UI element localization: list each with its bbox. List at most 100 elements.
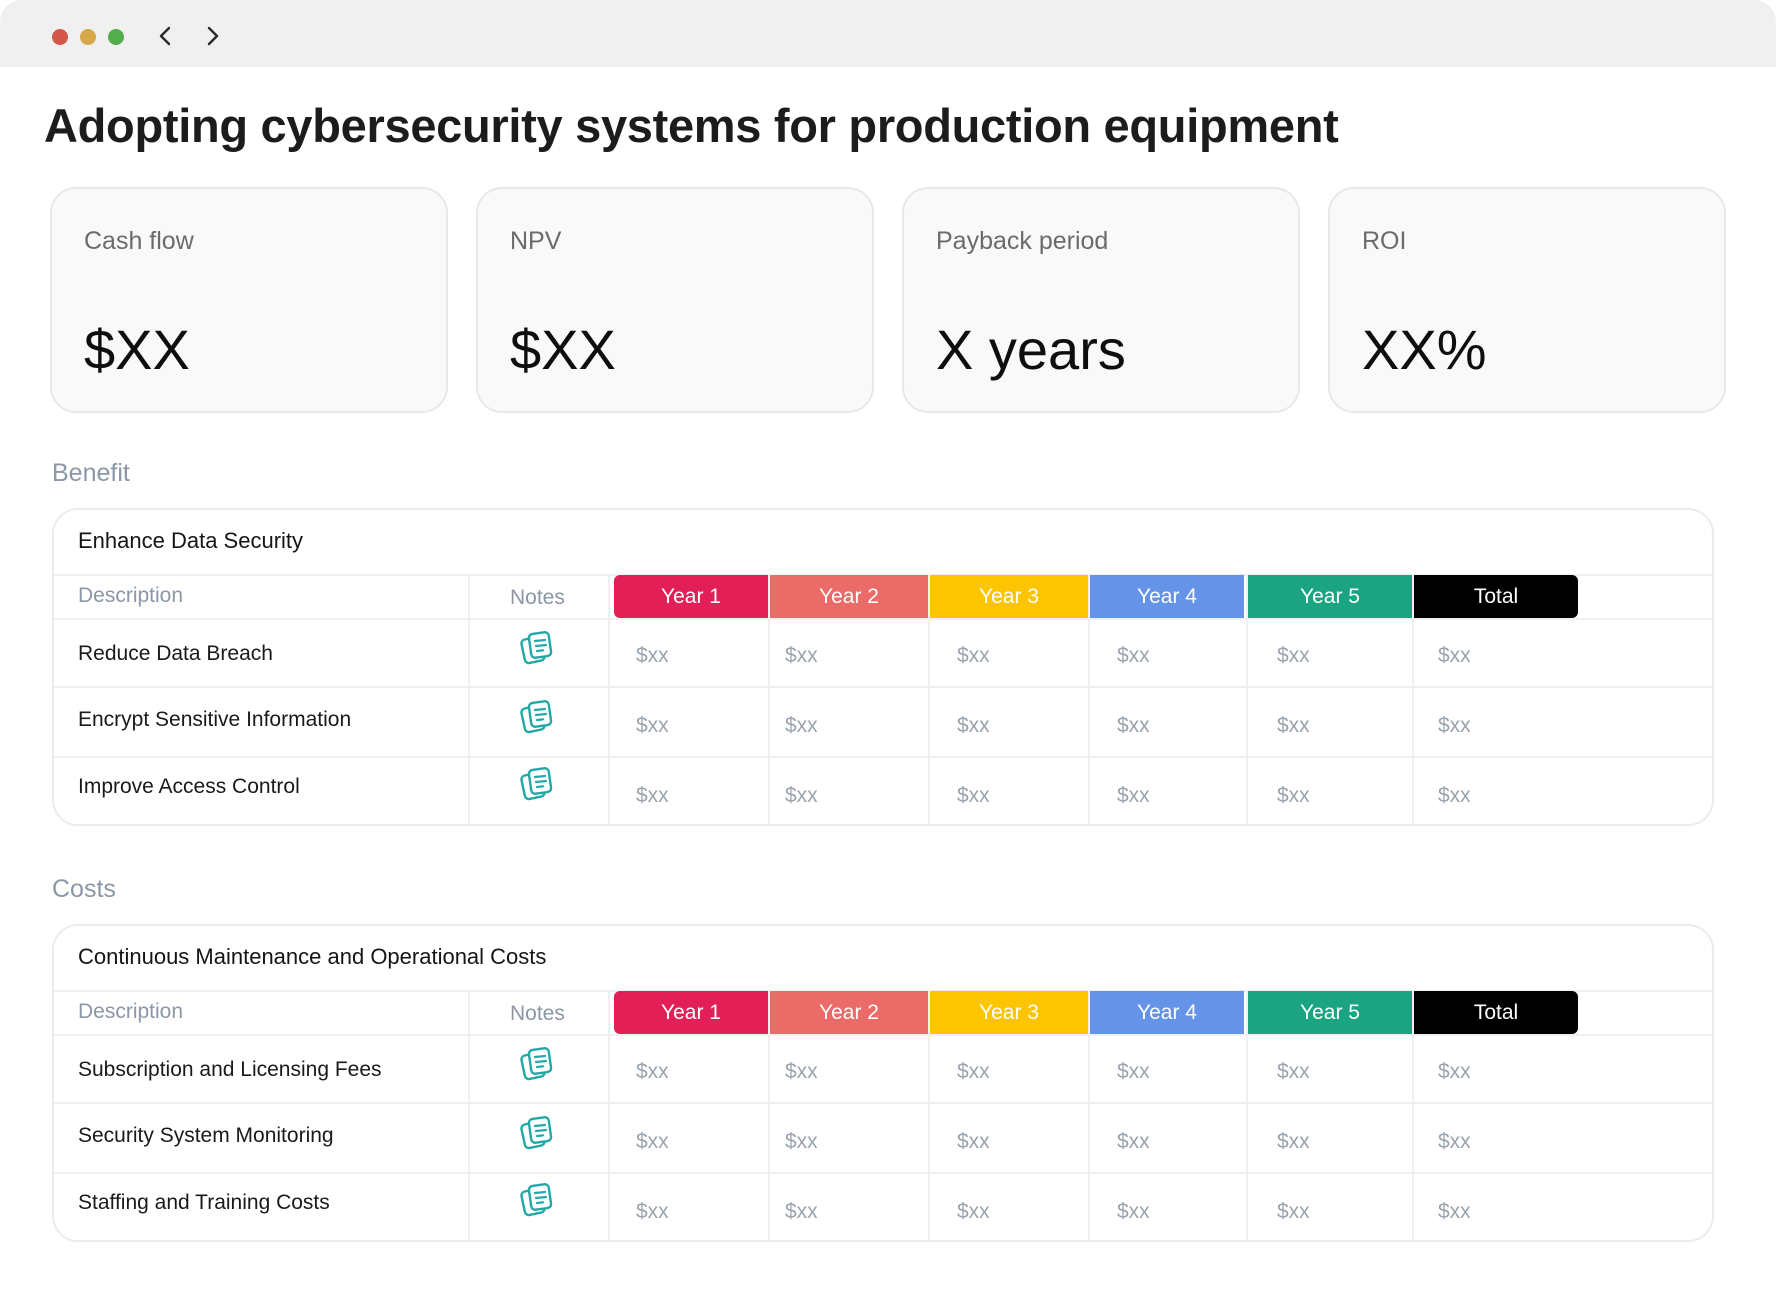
value-cell[interactable]: $xx	[1117, 714, 1150, 737]
kpi-card-payback-period: Payback period X years	[902, 187, 1300, 413]
column-header-year-2: Year 2	[770, 575, 928, 618]
benefit-table: Enhance Data Security Description Notes Yea…	[52, 508, 1714, 826]
row-description: Encrypt Sensitive Information	[78, 708, 352, 731]
value-cell[interactable]: $xx	[957, 1130, 990, 1153]
value-cell[interactable]: $xx	[957, 644, 990, 667]
value-cell[interactable]: $xx	[785, 644, 818, 667]
value-cell[interactable]: $xx	[1117, 784, 1150, 807]
minimize-window-button[interactable]	[80, 29, 96, 45]
column-header-year-1: Year 1	[614, 991, 768, 1034]
column-divider	[1412, 574, 1414, 824]
column-header-description: Description	[78, 584, 184, 607]
value-cell[interactable]: $xx	[1277, 714, 1310, 737]
value-cell[interactable]: $xx	[785, 784, 818, 807]
notes-icon[interactable]	[520, 766, 554, 802]
notes-icon[interactable]	[520, 699, 554, 735]
column-header-year-1: Year 1	[614, 575, 768, 618]
value-cell[interactable]: $xx	[1277, 784, 1310, 807]
kpi-card-roi: ROI XX%	[1328, 187, 1726, 413]
notes-icon[interactable]	[520, 1115, 554, 1151]
value-cell[interactable]: $xx	[1117, 1200, 1150, 1223]
value-cell[interactable]: $xx	[1117, 1130, 1150, 1153]
column-header-year-5: Year 5	[1248, 575, 1412, 618]
kpi-label: Payback period	[936, 227, 1109, 255]
value-cell[interactable]: $xx	[1117, 644, 1150, 667]
costs-table: Continuous Maintenance and Operational C…	[52, 924, 1714, 1242]
column-header-notes: Notes	[510, 1002, 565, 1025]
value-cell[interactable]: $xx	[1438, 1130, 1471, 1153]
column-header-year-3: Year 3	[930, 575, 1088, 618]
title-bar	[0, 0, 1776, 67]
value-cell[interactable]: $xx	[636, 714, 669, 737]
value-cell[interactable]: $xx	[1438, 714, 1471, 737]
column-divider	[608, 990, 610, 1240]
row-divider	[54, 1102, 1712, 1104]
value-cell[interactable]: $xx	[957, 714, 990, 737]
value-cell[interactable]: $xx	[1277, 1130, 1310, 1153]
kpi-value: XX%	[1362, 318, 1487, 381]
section-label-benefit: Benefit	[52, 459, 130, 487]
value-cell[interactable]: $xx	[1438, 1060, 1471, 1083]
row-description: Reduce Data Breach	[78, 642, 273, 665]
notes-icon[interactable]	[520, 1046, 554, 1082]
value-cell[interactable]: $xx	[1438, 1200, 1471, 1223]
value-cell[interactable]: $xx	[785, 1060, 818, 1083]
column-divider	[928, 990, 930, 1240]
table-title: Continuous Maintenance and Operational C…	[78, 944, 547, 969]
value-cell[interactable]: $xx	[785, 714, 818, 737]
notes-icon[interactable]	[520, 630, 554, 666]
value-cell[interactable]: $xx	[636, 1200, 669, 1223]
value-cell[interactable]: $xx	[957, 1200, 990, 1223]
row-divider	[54, 1172, 1712, 1174]
column-divider	[928, 574, 930, 824]
chevron-right-icon[interactable]	[194, 18, 230, 54]
column-header-year-5: Year 5	[1248, 991, 1412, 1034]
column-header-total: Total	[1414, 991, 1578, 1034]
row-description: Improve Access Control	[78, 775, 300, 798]
column-header-total: Total	[1414, 575, 1578, 618]
column-divider	[1412, 990, 1414, 1240]
value-cell[interactable]: $xx	[957, 784, 990, 807]
maximize-window-button[interactable]	[108, 29, 124, 45]
value-cell[interactable]: $xx	[636, 644, 669, 667]
value-cell[interactable]: $xx	[1277, 1060, 1310, 1083]
column-header-year-3: Year 3	[930, 991, 1088, 1034]
row-description: Subscription and Licensing Fees	[78, 1058, 382, 1081]
value-cell[interactable]: $xx	[1438, 644, 1471, 667]
row-divider	[54, 618, 1712, 620]
value-cell[interactable]: $xx	[1277, 644, 1310, 667]
column-divider	[1088, 574, 1090, 824]
value-cell[interactable]: $xx	[1277, 1200, 1310, 1223]
page-title: Adopting cybersecurity systems for produ…	[44, 99, 1339, 152]
value-cell[interactable]: $xx	[1438, 784, 1471, 807]
column-divider	[1246, 574, 1248, 824]
notes-icon[interactable]	[520, 1182, 554, 1218]
column-divider	[1088, 990, 1090, 1240]
value-cell[interactable]: $xx	[636, 784, 669, 807]
close-window-button[interactable]	[52, 29, 68, 45]
value-cell[interactable]: $xx	[636, 1130, 669, 1153]
column-divider	[1246, 990, 1248, 1240]
row-divider	[54, 1034, 1712, 1036]
value-cell[interactable]: $xx	[957, 1060, 990, 1083]
section-label-costs: Costs	[52, 875, 116, 903]
kpi-card-cash-flow: Cash flow $XX	[50, 187, 448, 413]
column-divider	[608, 574, 610, 824]
value-cell[interactable]: $xx	[1117, 1060, 1150, 1083]
value-cell[interactable]: $xx	[785, 1130, 818, 1153]
column-header-year-4: Year 4	[1090, 991, 1244, 1034]
row-divider	[54, 756, 1712, 758]
column-header-description: Description	[78, 1000, 184, 1023]
value-cell[interactable]: $xx	[785, 1200, 818, 1223]
kpi-label: NPV	[510, 227, 562, 255]
table-title: Enhance Data Security	[78, 528, 304, 553]
column-divider	[768, 574, 770, 824]
value-cell[interactable]: $xx	[636, 1060, 669, 1083]
column-header-notes: Notes	[510, 586, 565, 609]
chevron-left-icon[interactable]	[148, 18, 184, 54]
kpi-card-npv: NPV $XX	[476, 187, 874, 413]
kpi-label: ROI	[1362, 227, 1407, 255]
kpi-label: Cash flow	[84, 227, 194, 255]
row-description: Security System Monitoring	[78, 1124, 334, 1147]
